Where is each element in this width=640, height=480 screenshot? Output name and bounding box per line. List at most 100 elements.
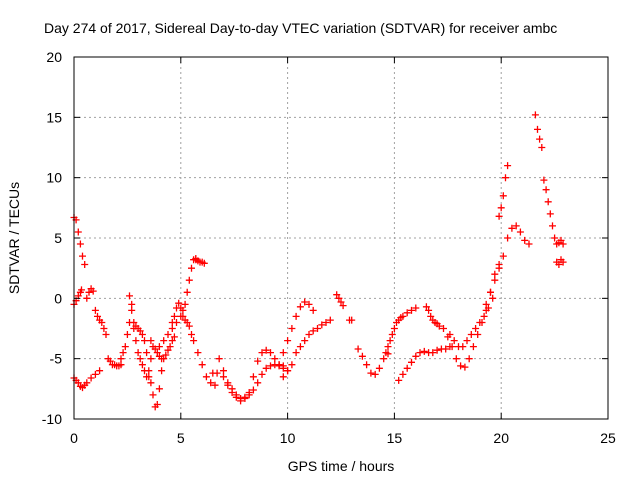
data-point [544, 198, 552, 206]
data-point [452, 355, 460, 363]
series-arc-i [145, 367, 166, 411]
data-point [258, 370, 266, 378]
data-point [536, 135, 544, 143]
y-axis-label: SDTVAR / TECUs [6, 182, 22, 294]
data-point [403, 309, 411, 317]
data-point [126, 292, 133, 300]
data-point [179, 312, 187, 320]
data-point [422, 303, 430, 311]
data-point [296, 303, 304, 311]
data-point [420, 347, 428, 355]
data-point [480, 312, 488, 320]
data-point [138, 361, 146, 369]
y-tick-label: 5 [54, 230, 62, 246]
data-point [254, 379, 262, 387]
data-point [149, 391, 157, 399]
data-point [136, 355, 144, 363]
data-point [188, 264, 195, 272]
data-point [504, 162, 512, 170]
series-arc-q [279, 316, 334, 381]
data-point [213, 369, 221, 377]
data-point [98, 319, 106, 326]
data-point [279, 349, 287, 357]
data-point [491, 276, 499, 284]
data-point [337, 298, 345, 306]
data-point [499, 252, 507, 260]
data-point [271, 355, 279, 363]
data-point [160, 355, 168, 363]
data-point [408, 306, 415, 314]
data-point [185, 276, 193, 284]
series-arc-ab [495, 162, 512, 220]
data-point [502, 174, 509, 182]
data-point [491, 270, 499, 278]
chart-title: Day 274 of 2017, Sidereal Day-to-day VTE… [44, 20, 557, 36]
data-point [448, 343, 456, 351]
data-point [87, 374, 95, 382]
data-point [497, 204, 505, 212]
data-point [177, 304, 185, 312]
data-point [375, 364, 383, 372]
data-point [215, 355, 223, 363]
data-point [170, 333, 178, 341]
data-point [534, 125, 541, 133]
data-point [546, 210, 554, 218]
data-point [181, 300, 189, 308]
data-point [540, 176, 548, 184]
series-arc-d [91, 306, 110, 338]
data-point [508, 224, 516, 232]
data-point [559, 258, 567, 266]
data-point [301, 298, 309, 306]
data-point [412, 304, 420, 312]
data-point [155, 385, 163, 393]
data-point [469, 343, 477, 351]
data-point [555, 261, 563, 268]
data-point [175, 299, 183, 307]
data-point [484, 304, 492, 312]
series-arc-y [440, 261, 503, 371]
x-tick-label: 5 [177, 430, 185, 446]
data-point [463, 337, 471, 345]
data-point [194, 349, 202, 357]
x-tick-label: 0 [70, 430, 78, 446]
y-tick-label: 10 [46, 170, 62, 186]
data-point [399, 370, 407, 378]
data-point [132, 337, 140, 345]
data-point [461, 363, 469, 371]
data-point [249, 373, 257, 381]
data-point [254, 357, 262, 365]
data-point [220, 367, 227, 375]
data-point [153, 401, 161, 408]
data-point [76, 240, 84, 248]
data-point [138, 331, 146, 338]
data-points [70, 111, 567, 411]
series-arc-g [126, 292, 155, 381]
data-point [168, 325, 176, 332]
data-point [525, 240, 533, 248]
data-point [83, 379, 91, 387]
data-point [358, 352, 366, 360]
series-arc-b [70, 286, 85, 308]
x-tick-label: 20 [493, 430, 509, 446]
data-point [549, 222, 556, 230]
data-point [284, 337, 292, 345]
series-arc-h [130, 319, 151, 357]
data-point [241, 395, 249, 402]
data-point [166, 343, 174, 351]
series-arc-u [354, 345, 392, 378]
data-point [288, 361, 296, 369]
data-point [474, 331, 482, 338]
data-point [79, 252, 86, 260]
series-arc-x [422, 303, 443, 330]
data-point [322, 319, 330, 326]
data-point [305, 331, 313, 338]
y-tick-label: -5 [50, 351, 63, 367]
y-tick-label: 20 [46, 49, 62, 65]
data-point [333, 291, 341, 299]
data-point [207, 379, 215, 387]
data-point [279, 373, 287, 381]
series-arc-s [333, 291, 347, 310]
y-tick-label: -10 [42, 411, 62, 427]
series-arc-n [209, 369, 221, 377]
data-point [267, 349, 274, 357]
